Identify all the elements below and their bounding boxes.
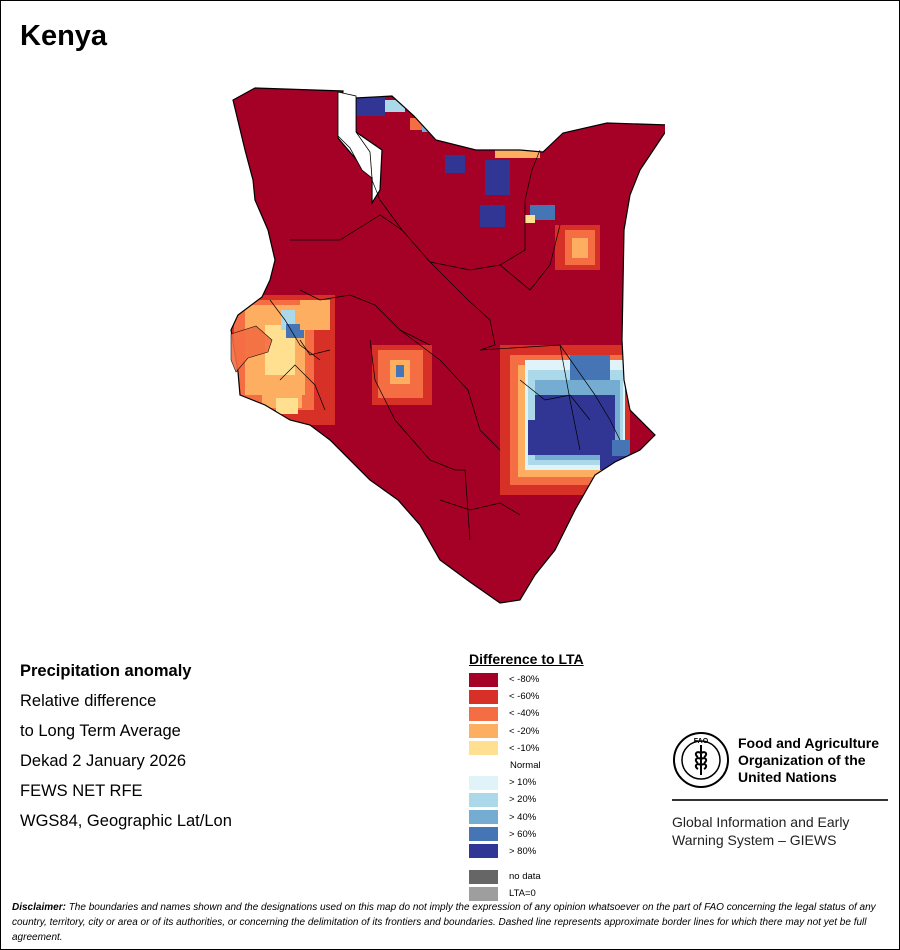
map-source: FEWS NET RFE xyxy=(20,782,143,800)
disclaimer: Disclaimer: The boundaries and names sho… xyxy=(12,900,890,945)
legend-label: > 20% xyxy=(509,794,537,806)
legend-swatch xyxy=(469,706,498,721)
fao-emblem-text: FAO xyxy=(694,738,709,745)
legend: Difference to LTA < -80% < -60% < -40% <… xyxy=(469,651,584,902)
legend-item: > 20% xyxy=(469,791,584,808)
legend-item: > 80% xyxy=(469,843,584,860)
legend-label: LTA=0 xyxy=(509,888,536,900)
legend-swatch xyxy=(469,810,498,825)
legend-swatch xyxy=(469,886,498,901)
legend-title: Difference to LTA xyxy=(469,651,584,667)
map-description-2: to Long Term Average xyxy=(20,722,181,740)
legend-label: > 80% xyxy=(509,845,537,857)
giews-line: Warning System – GIEWS xyxy=(672,832,837,848)
map-title: Kenya xyxy=(20,20,108,52)
legend-item: > 10% xyxy=(469,774,584,791)
legend-swatch xyxy=(469,758,498,773)
legend-item: < -10% xyxy=(469,740,584,757)
legend-swatch xyxy=(469,741,498,756)
fao-divider xyxy=(672,799,888,801)
fao-emblem-icon: FAO xyxy=(673,732,729,788)
legend-label: < -20% xyxy=(509,725,540,737)
legend-item-lta-zero: LTA=0 xyxy=(469,885,584,902)
disclaimer-lead: Disclaimer: xyxy=(12,902,66,913)
fao-name-line: Organization of the xyxy=(738,751,866,768)
legend-label: < -80% xyxy=(509,674,540,686)
map-period: Dekad 2 January 2026 xyxy=(20,752,187,770)
legend-item: < -20% xyxy=(469,723,584,740)
legend-swatch xyxy=(469,869,498,884)
legend-swatch xyxy=(469,724,498,739)
legend-item: < -40% xyxy=(469,705,584,722)
legend-item: < -60% xyxy=(469,688,584,705)
legend-item: Normal xyxy=(469,757,584,774)
legend-swatch xyxy=(469,775,498,790)
giews-line: Global Information and Early xyxy=(672,814,850,830)
disclaimer-text: The boundaries and names shown and the d… xyxy=(12,902,876,943)
legend-items: < -80% < -60% < -40% < -20% < -10% Norma… xyxy=(469,671,584,902)
legend-label: > 40% xyxy=(509,811,537,823)
legend-item: > 60% xyxy=(469,826,584,843)
fao-name-line: Food and Agriculture xyxy=(738,734,880,751)
map-subject: Precipitation anomaly xyxy=(20,662,192,680)
map-projection: WGS84, Geographic Lat/Lon xyxy=(20,812,232,830)
fao-branding: FAO Food and Agriculture Organization of… xyxy=(672,731,888,849)
legend-label: > 10% xyxy=(509,777,537,789)
fao-name-line: United Nations xyxy=(738,768,837,785)
legend-swatch xyxy=(469,844,498,859)
legend-label: no data xyxy=(509,871,541,883)
fao-name: Food and Agriculture Organization of the… xyxy=(738,735,879,786)
legend-label: > 60% xyxy=(509,828,537,840)
legend-gap xyxy=(469,860,584,868)
kenya-anomaly-map xyxy=(230,87,665,604)
legend-swatch xyxy=(469,689,498,704)
legend-item: < -80% xyxy=(469,671,584,688)
giews-name: Global Information and Early Warning Sys… xyxy=(672,813,888,849)
legend-label: < -10% xyxy=(509,742,540,754)
legend-item: > 40% xyxy=(469,809,584,826)
map-info: Precipitation anomaly Relative differenc… xyxy=(20,656,232,836)
legend-label: < -60% xyxy=(509,691,540,703)
map-description-1: Relative difference xyxy=(20,692,157,710)
legend-item-no-data: no data xyxy=(469,868,584,885)
legend-label: Normal xyxy=(510,760,541,772)
legend-swatch xyxy=(469,827,498,842)
legend-label: < -40% xyxy=(509,708,540,720)
legend-swatch xyxy=(469,672,498,687)
legend-swatch xyxy=(469,792,498,807)
